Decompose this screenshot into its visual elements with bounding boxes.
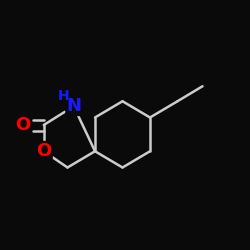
Text: N: N xyxy=(66,97,81,115)
Text: H: H xyxy=(58,89,69,103)
Text: O: O xyxy=(15,116,30,134)
Text: O: O xyxy=(36,142,52,160)
